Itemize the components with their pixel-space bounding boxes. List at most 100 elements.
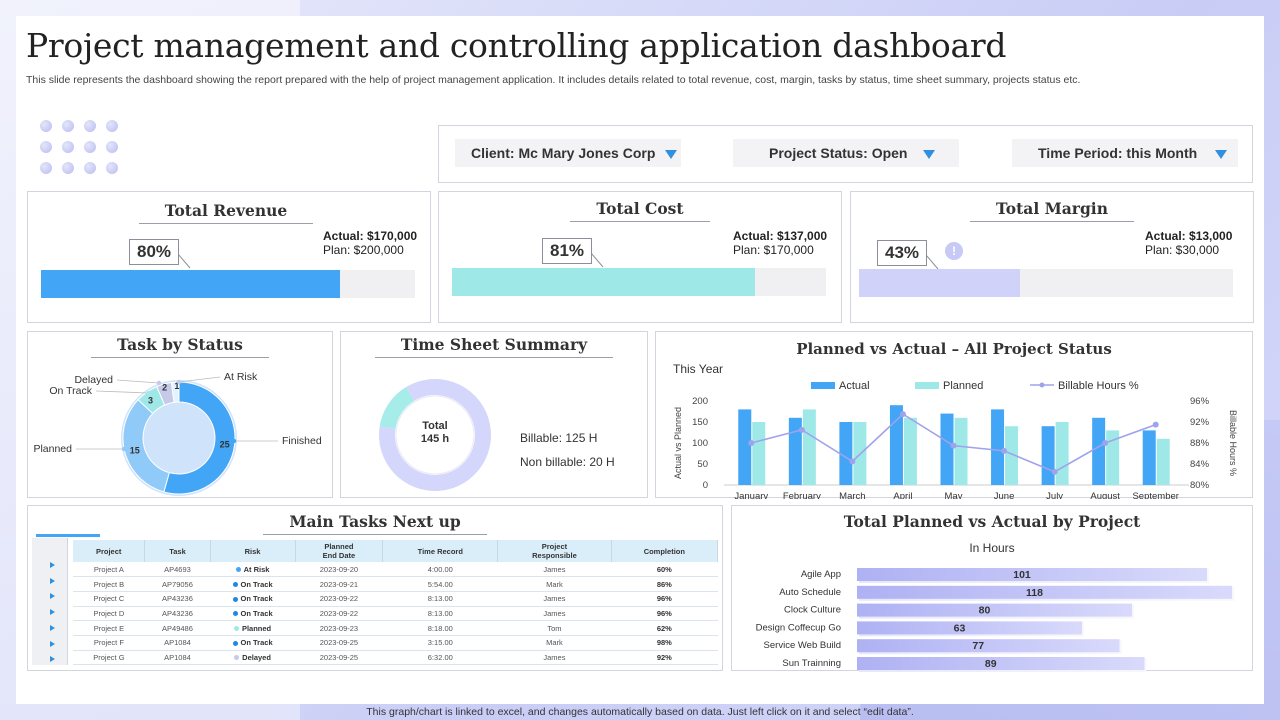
table-row[interactable]: Project B AP79056 On Track 2023-09-21 5:54.0… (73, 576, 718, 592)
task-status-title: Task by Status (28, 335, 332, 358)
tasks-title: Main Tasks Next up (28, 512, 722, 535)
table-cell: AP49486 (144, 620, 211, 636)
leader-dot (176, 379, 182, 385)
actual-bar (991, 409, 1005, 485)
x-tick-label: March (839, 491, 865, 499)
table-cell: 4:00.00 (382, 562, 498, 578)
table-cell: At Risk (210, 562, 295, 578)
table-cell: 96% (611, 606, 718, 622)
leader-dot (121, 446, 127, 452)
risk-label: On Track (240, 594, 273, 604)
x-tick-label: June (994, 491, 1015, 499)
status-filter[interactable]: Project Status: Open (733, 139, 959, 167)
table-cell: Delayed (210, 650, 295, 666)
leader-line (178, 376, 221, 383)
table-cell: AP4693 (144, 562, 211, 578)
table-row[interactable]: Project G AP1084 Delayed 2023-09-25 6:32.00 J… (73, 650, 718, 666)
margin-card: Total Margin Actual: $13,000 Plan: $30,0… (850, 191, 1254, 323)
actual-bar (1092, 417, 1106, 485)
callout-pointer (926, 254, 939, 270)
cost-progress-fill (452, 268, 755, 296)
actual-bar (857, 657, 1145, 670)
table-cell: 86% (611, 576, 718, 592)
billable-hours-point (849, 458, 856, 465)
project-hours-chart: 101 Agile App 118 Auto Schedule 80 Clock Cult… (756, 568, 1234, 672)
billable-hours-point (1102, 440, 1109, 446)
row-expand-icon[interactable] (50, 562, 55, 568)
x-tick-label: April (893, 491, 912, 499)
alert-icon: ! (945, 242, 963, 260)
margin-progress-fill (859, 269, 1020, 297)
risk-status-icon (232, 596, 238, 602)
actual-bar (889, 405, 903, 485)
bar-value-label: 101 (1013, 569, 1031, 581)
y-tick-label: 50 (697, 459, 708, 470)
risk-status-icon (233, 626, 239, 632)
table-row[interactable]: Project F AP1084 On Track 2023-09-25 3:15.00… (73, 635, 718, 651)
row-expand-icon[interactable] (50, 593, 55, 600)
table-cell: 96% (611, 591, 718, 607)
project-hours-card: Total Planned vs Actual by Project In Ho… (731, 505, 1253, 672)
risk-label: On Track (240, 638, 273, 648)
row-expand-icon[interactable] (50, 624, 55, 631)
legend-label: Billable Hours % (1058, 380, 1139, 392)
table-cell: Project B (73, 576, 145, 592)
filter-bar: Client: Mc Mary Jones Corp Project Statu… (438, 125, 1253, 183)
chevron-down-icon (665, 150, 677, 159)
billable-label: Billable: 125 H (520, 431, 598, 445)
actual-bar (1041, 426, 1055, 485)
period-filter[interactable]: Time Period: this Month (1012, 139, 1238, 167)
table-cell: Planned (210, 620, 295, 636)
row-expand-icon[interactable] (50, 656, 55, 663)
table-accent (36, 534, 100, 537)
donut-value-label: 2 (162, 383, 167, 393)
bar-value-label: 77 (972, 640, 984, 652)
row-expand-icon[interactable] (50, 609, 55, 616)
leader-dot (156, 380, 162, 386)
margin-progress-track (859, 269, 1233, 297)
legend-label: Planned (943, 380, 983, 392)
project-label: Service Web Build (764, 640, 841, 651)
risk-status-icon (234, 655, 240, 661)
row-expand-icon[interactable] (50, 640, 55, 647)
x-tick-label: July (1046, 491, 1063, 499)
chevron-down-icon (923, 150, 935, 159)
y-tick-label: 0 (703, 480, 708, 491)
legend-swatch (811, 382, 835, 389)
planned-bar (1106, 430, 1120, 485)
table-cell: AP79056 (144, 576, 211, 592)
actual-bar (857, 568, 1207, 581)
x-tick-label: September (1132, 491, 1178, 499)
cost-progress-track (452, 268, 826, 296)
planned-actual-card: Planned vs Actual – All Project Status T… (655, 331, 1253, 499)
decorative-dot (84, 141, 96, 153)
risk-status-icon (232, 582, 238, 588)
legend-swatch (915, 382, 939, 389)
table-cell: Mark (497, 635, 612, 651)
column-header: Completion (611, 540, 719, 562)
slide: Project management and controlling appli… (16, 16, 1264, 704)
task-status-donut: 25 Finished 15 Planned 3 On Track 2 Delayed 1 At … (33, 371, 322, 496)
project-hours-title: Total Planned vs Actual by Project (843, 512, 1141, 531)
table-cell: AP1084 (144, 635, 211, 651)
table-row[interactable]: Project A AP4693 At Risk 2023-09-20 4:00.00 J… (73, 562, 718, 578)
client-filter[interactable]: Client: Mc Mary Jones Corp (455, 139, 681, 167)
table-row[interactable]: Project D AP43236 On Track 2023-09-22 8:13.0… (73, 606, 718, 622)
table-row[interactable]: Project E AP49486 Planned 2023-09-23 8:18.00… (73, 620, 718, 636)
legend-label: Actual (839, 380, 870, 392)
leader-line (116, 379, 160, 384)
cost-plan: Plan: $170,000 (733, 243, 814, 257)
project-label: Clock Culture (784, 605, 841, 616)
planned-bar (752, 422, 766, 485)
actual-bar (940, 413, 954, 485)
period-filter-label: Time Period: this Month (1038, 145, 1198, 161)
project-label: Design Coffecup Go (756, 622, 841, 633)
donut-segment-at-risk (170, 381, 180, 403)
project-hours-unit: In Hours (969, 541, 1015, 555)
table-row[interactable]: Project C AP43236 On Track 2023-09-22 8:13.0… (73, 591, 718, 607)
planned-actual-title: Planned vs Actual – All Project Status (796, 340, 1112, 358)
x-tick-label: January (734, 491, 768, 499)
row-expand-icon[interactable] (50, 577, 55, 584)
table-cell: 8:13.00 (382, 606, 498, 622)
actual-bar (857, 585, 1232, 599)
